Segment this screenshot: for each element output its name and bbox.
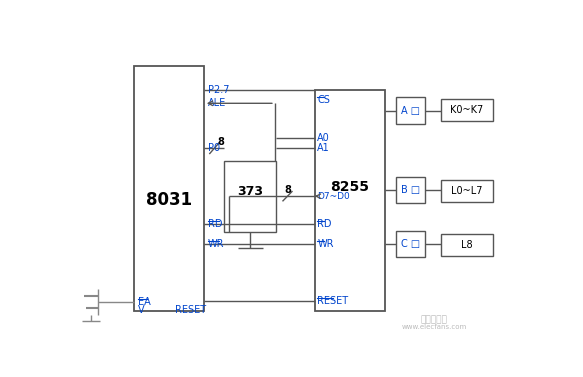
Bar bbox=[134, 66, 204, 311]
Bar bbox=[396, 98, 426, 124]
Text: RD: RD bbox=[208, 219, 222, 229]
Bar bbox=[441, 234, 493, 256]
Text: P2.7: P2.7 bbox=[208, 85, 229, 95]
Text: WR: WR bbox=[208, 239, 224, 249]
Text: CS: CS bbox=[317, 95, 330, 106]
Bar bbox=[315, 90, 385, 311]
Bar bbox=[396, 177, 426, 204]
Text: 8: 8 bbox=[217, 137, 224, 147]
Bar bbox=[441, 99, 493, 121]
Bar bbox=[396, 231, 426, 257]
Bar bbox=[441, 180, 493, 202]
Text: 8031: 8031 bbox=[146, 192, 192, 210]
Text: 373: 373 bbox=[237, 185, 263, 198]
Text: RD: RD bbox=[317, 219, 332, 229]
Text: ALE: ALE bbox=[208, 98, 226, 108]
Text: C □: C □ bbox=[401, 239, 420, 249]
Text: V: V bbox=[138, 305, 145, 315]
Text: L8: L8 bbox=[461, 240, 473, 250]
Text: P0: P0 bbox=[208, 143, 220, 153]
Text: D7~D0: D7~D0 bbox=[317, 192, 350, 201]
Text: B □: B □ bbox=[401, 185, 420, 195]
Text: A □: A □ bbox=[401, 106, 420, 116]
Text: A0: A0 bbox=[317, 133, 330, 143]
Text: 8: 8 bbox=[284, 185, 291, 195]
Text: RESET: RESET bbox=[174, 305, 206, 315]
Text: A1: A1 bbox=[317, 143, 330, 153]
Text: 电子发烧友: 电子发烧友 bbox=[421, 315, 448, 324]
Text: RESET: RESET bbox=[317, 296, 349, 306]
Text: EA: EA bbox=[138, 297, 151, 307]
Text: WR: WR bbox=[317, 239, 334, 249]
Text: K0~K7: K0~K7 bbox=[451, 105, 484, 115]
Bar bbox=[224, 161, 276, 233]
Text: L0~L7: L0~L7 bbox=[451, 186, 483, 196]
Text: www.elecfans.com: www.elecfans.com bbox=[402, 324, 467, 330]
Text: 8255: 8255 bbox=[330, 180, 369, 194]
